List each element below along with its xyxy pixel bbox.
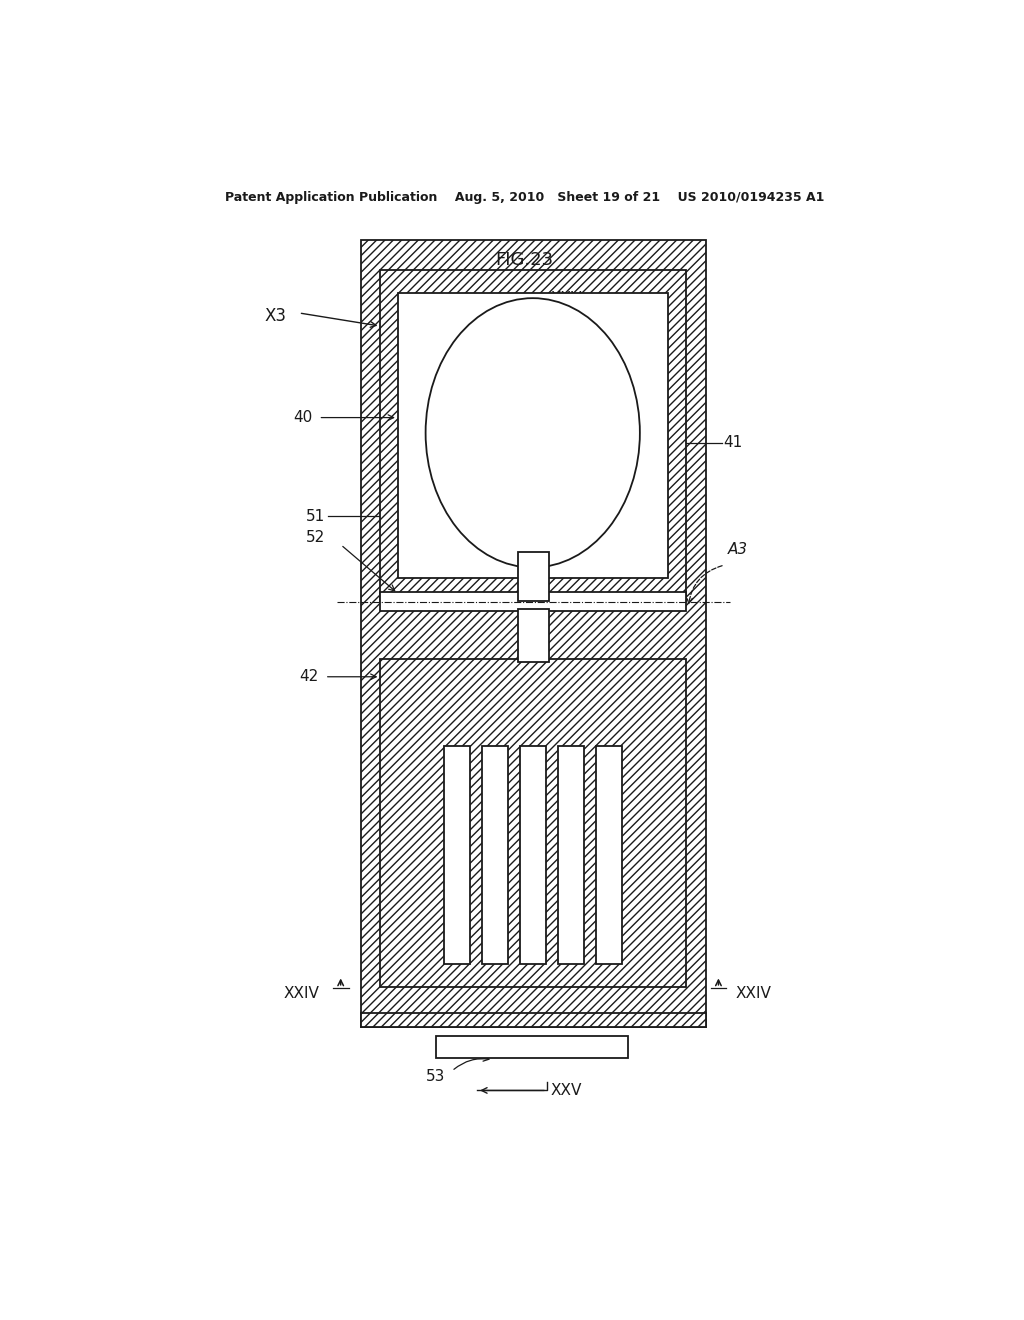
Bar: [520, 746, 546, 965]
Bar: [482, 746, 508, 965]
Text: Patent Application Publication    Aug. 5, 2010   Sheet 19 of 21    US 2010/01942: Patent Application Publication Aug. 5, 2…: [225, 190, 824, 203]
Bar: [596, 746, 623, 965]
Bar: [380, 271, 686, 601]
Bar: [380, 593, 686, 611]
Bar: [443, 746, 470, 965]
Text: XXIV: XXIV: [283, 986, 318, 1002]
Text: X3: X3: [265, 308, 287, 325]
Text: 41a: 41a: [518, 428, 547, 442]
Bar: [436, 1036, 628, 1057]
Text: 53: 53: [426, 1069, 445, 1084]
Bar: [380, 660, 686, 987]
Text: FIG.23: FIG.23: [496, 251, 554, 269]
Text: A3: A3: [728, 543, 749, 557]
Text: XXV: XXV: [551, 1082, 583, 1098]
Text: 42: 42: [299, 669, 318, 684]
Ellipse shape: [426, 298, 640, 568]
Text: 51: 51: [305, 508, 325, 524]
Text: 52: 52: [305, 531, 325, 545]
Bar: [518, 609, 549, 661]
Bar: [518, 552, 549, 601]
Text: XXIV: XXIV: [735, 986, 771, 1002]
Bar: [360, 240, 706, 1027]
Bar: [558, 746, 585, 965]
Bar: [397, 293, 669, 578]
Text: Prior Art: Prior Art: [487, 272, 562, 290]
Text: 40: 40: [293, 411, 312, 425]
Text: 43: 43: [523, 510, 543, 524]
Bar: [360, 1014, 706, 1027]
Text: 41: 41: [723, 436, 742, 450]
Text: XXV: XXV: [550, 292, 582, 306]
